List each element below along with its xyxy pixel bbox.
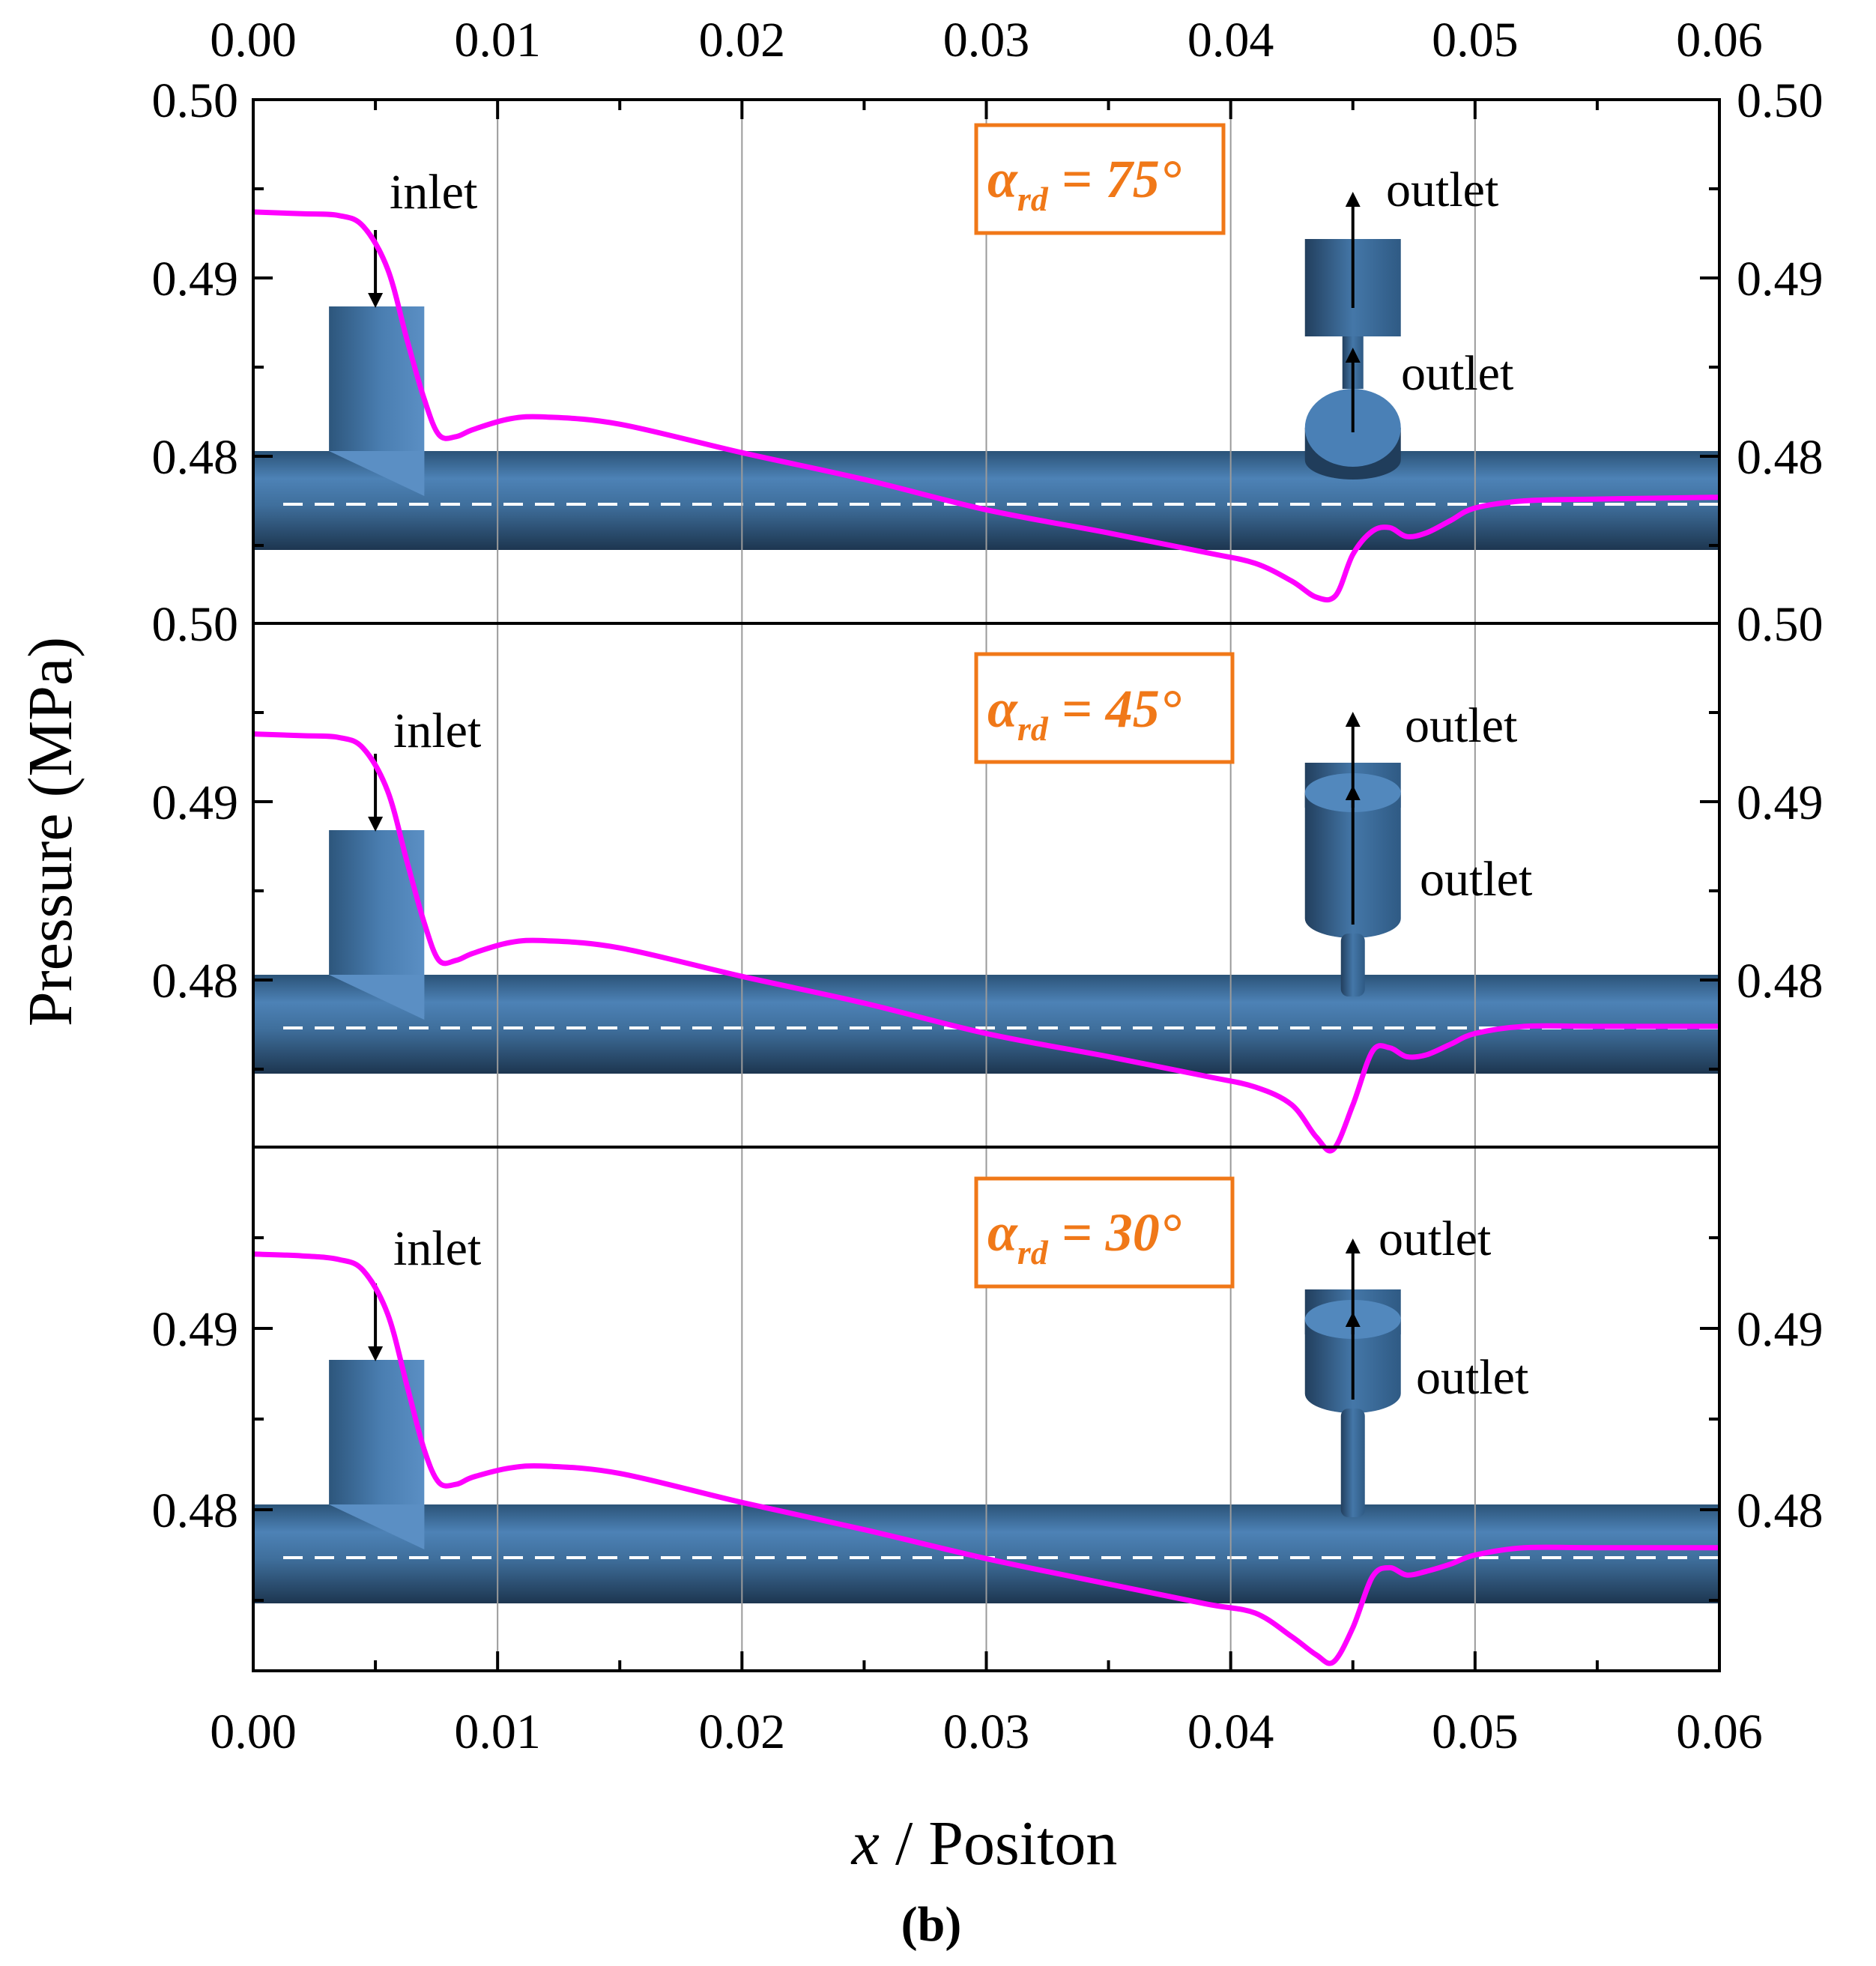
angle-value: = 45° (1048, 679, 1181, 739)
angle-annotation: αrd = 45° (974, 652, 1235, 764)
axis-ticks (253, 622, 1719, 1071)
x-tick-label: 0.05 (1432, 1705, 1519, 1759)
svg-text:αrd = 30°: αrd = 30° (987, 1203, 1181, 1271)
vertical-gridlines (497, 100, 1476, 623)
right-y-tick-labels: 0.49 0.48 (1737, 1302, 1824, 1538)
outlet-stem (1340, 1409, 1365, 1517)
x-tick-label: 0.04 (1187, 1705, 1274, 1759)
x-tick-label: 0.00 (210, 1705, 297, 1759)
angle-annotation-box (974, 652, 1235, 764)
inlet-label: inlet (390, 165, 477, 220)
y-tick-label: 0.48 (152, 1483, 239, 1538)
right-y-tick-labels: 0.50 0.49 0.48 (1737, 597, 1824, 1008)
y-tick-label: 0.50 (152, 73, 239, 128)
axis-ticks (252, 98, 1721, 547)
inlet-label: inlet (393, 704, 481, 758)
x-tick-label: 0.05 (1432, 13, 1519, 67)
pressure-curve (252, 1251, 1719, 1666)
x-tick-label: 0.06 (1676, 13, 1763, 67)
y-tick-label: 0.48 (1737, 954, 1824, 1008)
x-tick-label: 0.04 (1187, 13, 1274, 67)
svg-text:αrd = 45°: αrd = 45° (987, 679, 1181, 748)
outlet-side-label: outlet (1420, 852, 1532, 907)
outlet-side-label: outlet (1401, 346, 1513, 401)
x-tick-label: 0.00 (210, 13, 297, 67)
x-tick-label: 0.01 (454, 1705, 541, 1759)
x-tick-label: 0.06 (1676, 1705, 1763, 1759)
x-axis-variable: x (850, 1809, 880, 1878)
left-y-tick-labels: 0.49 0.48 (152, 1302, 239, 1538)
panel-alpha-30: 0.49 0.48 0.49 0.48 αrd = 30° inlet outlet… (152, 1146, 1824, 1672)
x-tick-label: 0.03 (943, 1705, 1030, 1759)
pressure-curve (252, 731, 1719, 1154)
inlet-junction (329, 1504, 425, 1549)
inlet-junction (329, 451, 425, 496)
y-tick-label: 0.49 (152, 775, 239, 830)
x-axis-text: / Positon (880, 1809, 1117, 1878)
panel-alpha-75: 0.50 0.49 0.48 0.50 0.49 0.48 αrd = 75° inle… (152, 73, 1824, 625)
inlet-branch (329, 830, 425, 1016)
y-tick-label: 0.49 (152, 1302, 239, 1357)
outlet-top-label: outlet (1386, 163, 1498, 217)
y-tick-label: 0.49 (1737, 775, 1824, 830)
bottom-x-tick-labels: 0.00 0.01 0.02 0.03 0.04 0.05 0.06 (210, 1705, 1763, 1759)
y-tick-label: 0.48 (152, 430, 239, 485)
angle-annotation: αrd = 30° (974, 1176, 1235, 1289)
y-tick-label: 0.50 (152, 597, 239, 652)
inlet-branch (329, 306, 425, 492)
angle-subscript: rd (1017, 710, 1049, 748)
angle-subscript: rd (1017, 1233, 1049, 1271)
inlet-junction (329, 975, 425, 1020)
pressure-curve (252, 209, 1720, 603)
inlet-label: inlet (393, 1221, 481, 1276)
outlet-stem (1340, 934, 1365, 996)
svg-text:αrd = 75°: αrd = 75° (987, 149, 1181, 218)
outlet-side-label: outlet (1416, 1350, 1528, 1405)
y-tick-label: 0.48 (1737, 1483, 1824, 1538)
y-tick-label: 0.48 (1737, 430, 1824, 485)
y-tick-label: 0.49 (152, 252, 239, 306)
y-tick-label: 0.50 (1737, 73, 1824, 128)
x-axis-title: x / Positon (850, 1809, 1118, 1878)
x-tick-label: 0.03 (943, 13, 1030, 67)
x-tick-label: 0.02 (699, 1705, 786, 1759)
x-tick-label: 0.02 (699, 13, 786, 67)
angle-value: = 75° (1048, 149, 1181, 209)
y-tick-label: 0.48 (152, 954, 239, 1008)
y-tick-label: 0.50 (1737, 597, 1824, 652)
y-tick-label: 0.49 (1737, 252, 1824, 306)
top-x-tick-labels: 0.00 0.01 0.02 0.03 0.04 0.05 0.06 (210, 13, 1763, 67)
axis-ticks (252, 1146, 1721, 1671)
panel-alpha-45: 0.50 0.49 0.48 0.50 0.49 0.48 αrd = 45° inle… (152, 597, 1824, 1154)
angle-annotation: αrd = 75° (974, 123, 1226, 235)
y-tick-label: 0.49 (1737, 1302, 1824, 1357)
inlet-branch (329, 1360, 425, 1546)
right-y-tick-labels: 0.50 0.49 0.48 (1737, 73, 1824, 485)
outlet-top-label: outlet (1379, 1212, 1491, 1266)
angle-value: = 30° (1048, 1203, 1181, 1262)
angle-symbol: α (987, 1203, 1018, 1262)
left-y-tick-labels: 0.50 0.49 0.48 (152, 597, 239, 1008)
x-tick-label: 0.01 (454, 13, 541, 67)
angle-subscript: rd (1017, 180, 1049, 218)
figure-caption: (b) (901, 1897, 962, 1952)
y-axis-title: Pressure (MPa) (16, 637, 85, 1026)
angle-symbol: α (987, 149, 1018, 209)
left-y-tick-labels: 0.50 0.49 0.48 (152, 73, 239, 485)
outlet-top-label: outlet (1405, 698, 1517, 753)
angle-annotation-box (974, 123, 1226, 235)
angle-annotation-box (974, 1176, 1235, 1289)
angle-symbol: α (987, 679, 1018, 739)
